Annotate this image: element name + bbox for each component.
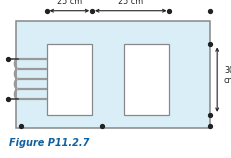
Bar: [46, 44, 92, 115]
Text: 30
cm: 30 cm: [223, 66, 231, 85]
Text: 25 cm: 25 cm: [118, 0, 143, 6]
Bar: [16, 21, 210, 128]
Text: 25 cm: 25 cm: [57, 0, 82, 6]
Text: Figure P11.2.7: Figure P11.2.7: [9, 138, 89, 148]
Bar: [123, 44, 169, 115]
